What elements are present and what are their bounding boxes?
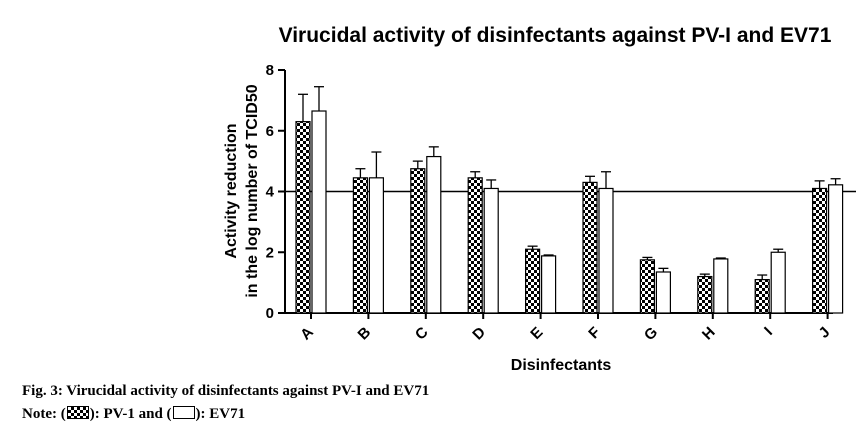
x-tick-label-F: F — [585, 324, 604, 343]
chart-title: Virucidal activity of disinfectants agai… — [279, 24, 832, 47]
pv1-legend-swatch — [66, 406, 89, 419]
bar-C-series-2 — [426, 155, 442, 314]
note-pv1-text: ): PV-1 and ( — [89, 406, 172, 422]
note-prefix: Note: ( — [22, 406, 66, 422]
bar-A-series-1 — [295, 121, 311, 314]
bar-B-series-2 — [368, 177, 384, 314]
bar-I-series-1 — [754, 278, 770, 314]
bar-I-series-2 — [770, 251, 786, 314]
x-axis-label: Disinfectants — [511, 357, 612, 374]
bar-H-series-1 — [697, 275, 713, 314]
bar-H-series-2 — [713, 258, 729, 314]
y-axis-label-line1: Activity reduction — [223, 123, 240, 258]
bar-B-series-1 — [352, 177, 368, 314]
y-tick-label: 0 — [266, 305, 274, 322]
x-tick-label-E: E — [527, 324, 546, 343]
bar-A-series-2 — [311, 110, 327, 314]
bar-F-series-2 — [598, 187, 614, 314]
bar-C-series-1 — [410, 168, 426, 314]
x-tick-label-H: H — [699, 324, 719, 344]
x-tick-label-I: I — [761, 324, 776, 339]
bar-G-series-2 — [655, 271, 672, 314]
y-tick-label: 8 — [266, 62, 274, 79]
x-tick-label-C: C — [412, 324, 432, 344]
figure-note: Note: ( ): PV-1 and ( ): EV71 — [22, 406, 245, 423]
y-axis-label-line2: in the log number of TCID50 — [244, 84, 261, 297]
x-tick-label-G: G — [641, 324, 661, 344]
y-tick-label: 4 — [266, 184, 275, 201]
x-tick-label-B: B — [355, 324, 375, 344]
y-tick-label: 6 — [266, 123, 274, 140]
bar-J-series-1 — [811, 187, 828, 314]
bar-G-series-1 — [639, 259, 656, 314]
bar-E-series-2 — [540, 255, 557, 314]
bar-E-series-1 — [524, 248, 541, 314]
note-ev71-text: ): EV71 — [195, 406, 246, 422]
bar-D-series-1 — [467, 177, 483, 314]
ev71-legend-swatch — [172, 406, 195, 419]
plot-area: 0 2 4 6 8 A B C D E F G H I J — [266, 62, 856, 344]
x-tick-label-D: D — [469, 324, 489, 344]
x-tick-label-J: J — [816, 324, 834, 342]
bar-F-series-1 — [582, 181, 598, 314]
bar-D-series-2 — [483, 187, 499, 314]
y-tick-label: 2 — [266, 244, 274, 261]
bar-J-series-2 — [827, 184, 844, 314]
figure-caption: Fig. 3: Virucidal activity of disinfecta… — [22, 383, 430, 399]
x-tick-label-A: A — [297, 324, 317, 344]
